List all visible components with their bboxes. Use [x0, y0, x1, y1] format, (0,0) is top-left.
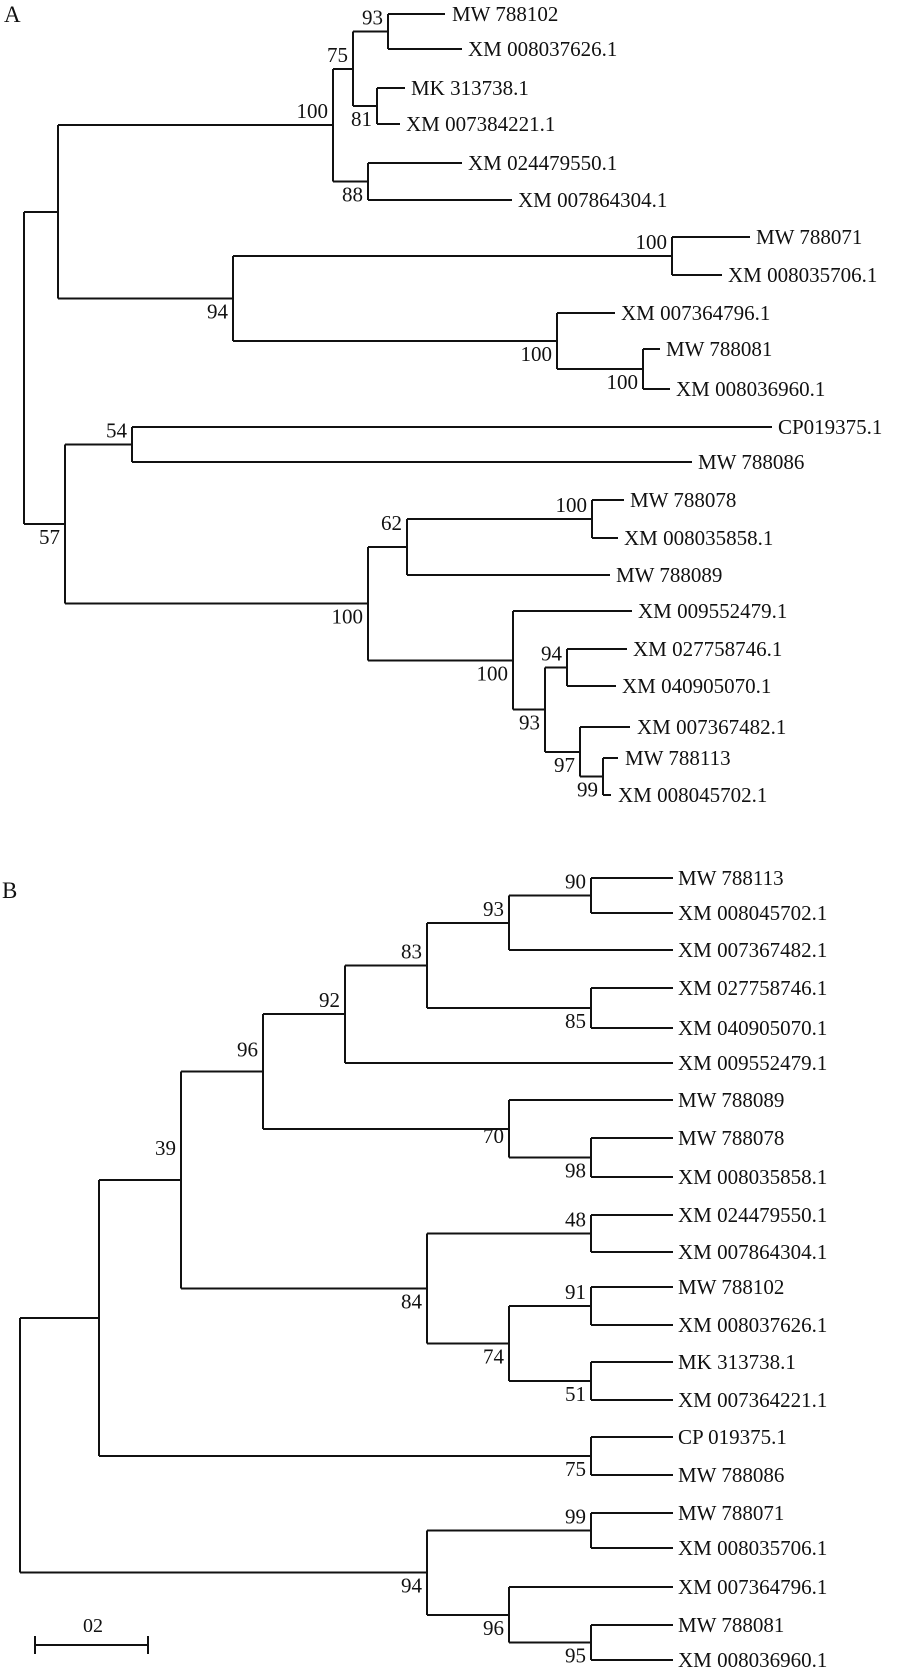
taxon-label: XM 008035706.1 [728, 263, 877, 287]
panel-label: B [2, 878, 17, 903]
taxon-label: XM 008037626.1 [468, 37, 617, 61]
taxon-label: XM 024479550.1 [468, 151, 617, 175]
taxon-label: MK 313738.1 [411, 76, 529, 100]
panel-label: A [4, 2, 21, 27]
taxon-label: XM 027758746.1 [678, 976, 827, 1000]
taxon-label: XM 008045702.1 [678, 901, 827, 925]
bootstrap-value: 91 [565, 1280, 586, 1304]
bootstrap-value: 70 [483, 1124, 504, 1148]
bootstrap-value: 39 [155, 1136, 176, 1160]
bootstrap-value: 96 [483, 1616, 504, 1640]
bootstrap-value: 100 [556, 493, 588, 517]
taxon-label: MW 788071 [678, 1501, 784, 1525]
bootstrap-value: 51 [565, 1382, 586, 1406]
bootstrap-value: 100 [636, 230, 668, 254]
taxon-label: XM 007364796.1 [621, 301, 770, 325]
bootstrap-value: 96 [237, 1037, 258, 1061]
bootstrap-value: 88 [342, 183, 363, 207]
taxon-label: XM 007364221.1 [678, 1388, 827, 1412]
bootstrap-value: 100 [297, 99, 329, 123]
bootstrap-value: 97 [554, 753, 575, 777]
bootstrap-value: 83 [401, 939, 422, 963]
taxon-label: MW 788078 [630, 488, 736, 512]
taxon-label: MW 788089 [678, 1088, 784, 1112]
bootstrap-value: 75 [565, 1457, 586, 1481]
taxon-label: XM 007364796.1 [678, 1575, 827, 1599]
taxon-label: XM 024479550.1 [678, 1203, 827, 1227]
taxon-label: MW 788089 [616, 563, 722, 587]
taxon-label: XM 008045702.1 [618, 783, 767, 807]
bootstrap-value: 94 [207, 300, 229, 324]
bootstrap-value: 74 [483, 1345, 505, 1369]
taxon-label: XM 008037626.1 [678, 1313, 827, 1337]
taxon-label: XM 040905070.1 [678, 1016, 827, 1040]
bootstrap-value: 85 [565, 1009, 586, 1033]
bootstrap-value: 93 [483, 897, 504, 921]
bootstrap-value: 54 [106, 419, 128, 443]
bootstrap-value: 100 [332, 605, 364, 629]
taxon-label: MW 788102 [452, 2, 558, 26]
taxon-label: MK 313738.1 [678, 1350, 796, 1374]
bootstrap-value: 99 [577, 778, 598, 802]
taxon-label: XM 008035706.1 [678, 1536, 827, 1560]
scale-bar: 02 [34, 1615, 149, 1654]
taxon-label: XM 027758746.1 [633, 637, 782, 661]
bootstrap-value: 75 [327, 43, 348, 67]
bootstrap-value: 100 [477, 661, 509, 685]
bootstrap-value: 100 [521, 342, 553, 366]
bootstrap-value: 90 [565, 870, 586, 894]
bootstrap-value: 100 [607, 370, 639, 394]
taxon-label: XM 008035858.1 [678, 1165, 827, 1189]
taxon-label: MW 788081 [666, 337, 772, 361]
bootstrap-value: 57 [39, 525, 60, 549]
taxon-label: XM 007864304.1 [518, 188, 667, 212]
scale-bar-label: 02 [83, 1615, 103, 1637]
bootstrap-value: 92 [319, 988, 340, 1012]
bootstrap-value: 62 [381, 511, 402, 535]
taxon-label: MW 788086 [698, 450, 804, 474]
taxon-label: XM 008035858.1 [624, 526, 773, 550]
taxon-label: MW 788113 [678, 866, 784, 890]
taxon-label: MW 788086 [678, 1463, 784, 1487]
bootstrap-value: 93 [519, 711, 540, 735]
bootstrap-value: 93 [362, 6, 383, 30]
taxon-label: XM 007367482.1 [678, 938, 827, 962]
taxon-label: XM 008036960.1 [678, 1648, 827, 1672]
bootstrap-value: 99 [565, 1505, 586, 1529]
bootstrap-value: 84 [401, 1290, 423, 1314]
taxon-label: MW 788071 [756, 225, 862, 249]
taxon-label: CP019375.1 [778, 415, 882, 439]
taxon-label: MW 788078 [678, 1126, 784, 1150]
bootstrap-value: 94 [541, 642, 563, 666]
taxon-label: MW 788102 [678, 1275, 784, 1299]
bootstrap-value: 81 [351, 107, 372, 131]
taxon-label: XM 008036960.1 [676, 377, 825, 401]
taxon-label: MW 788081 [678, 1613, 784, 1637]
taxon-label: CP 019375.1 [678, 1425, 787, 1449]
bootstrap-value: 94 [401, 1574, 423, 1598]
panel-b-tree: MW 788113 XM 008045702.1 90 XM 007367482.1 9… [2, 866, 827, 1672]
bootstrap-value: 95 [565, 1644, 586, 1668]
taxon-label: XM 009552479.1 [638, 599, 787, 623]
taxon-label: XM 009552479.1 [678, 1051, 827, 1075]
bootstrap-value: 98 [565, 1159, 586, 1183]
taxon-label: XM 007864304.1 [678, 1240, 827, 1264]
taxon-label: XM 040905070.1 [622, 674, 771, 698]
taxon-label: MW 788113 [625, 746, 731, 770]
taxon-label: XM 007367482.1 [637, 715, 786, 739]
panel-a-tree: MW 788102 XM 008037626.1 93 MK 313738.1 XM 0… [4, 2, 882, 807]
bootstrap-value: 48 [565, 1208, 586, 1232]
taxon-label: XM 007384221.1 [406, 112, 555, 136]
